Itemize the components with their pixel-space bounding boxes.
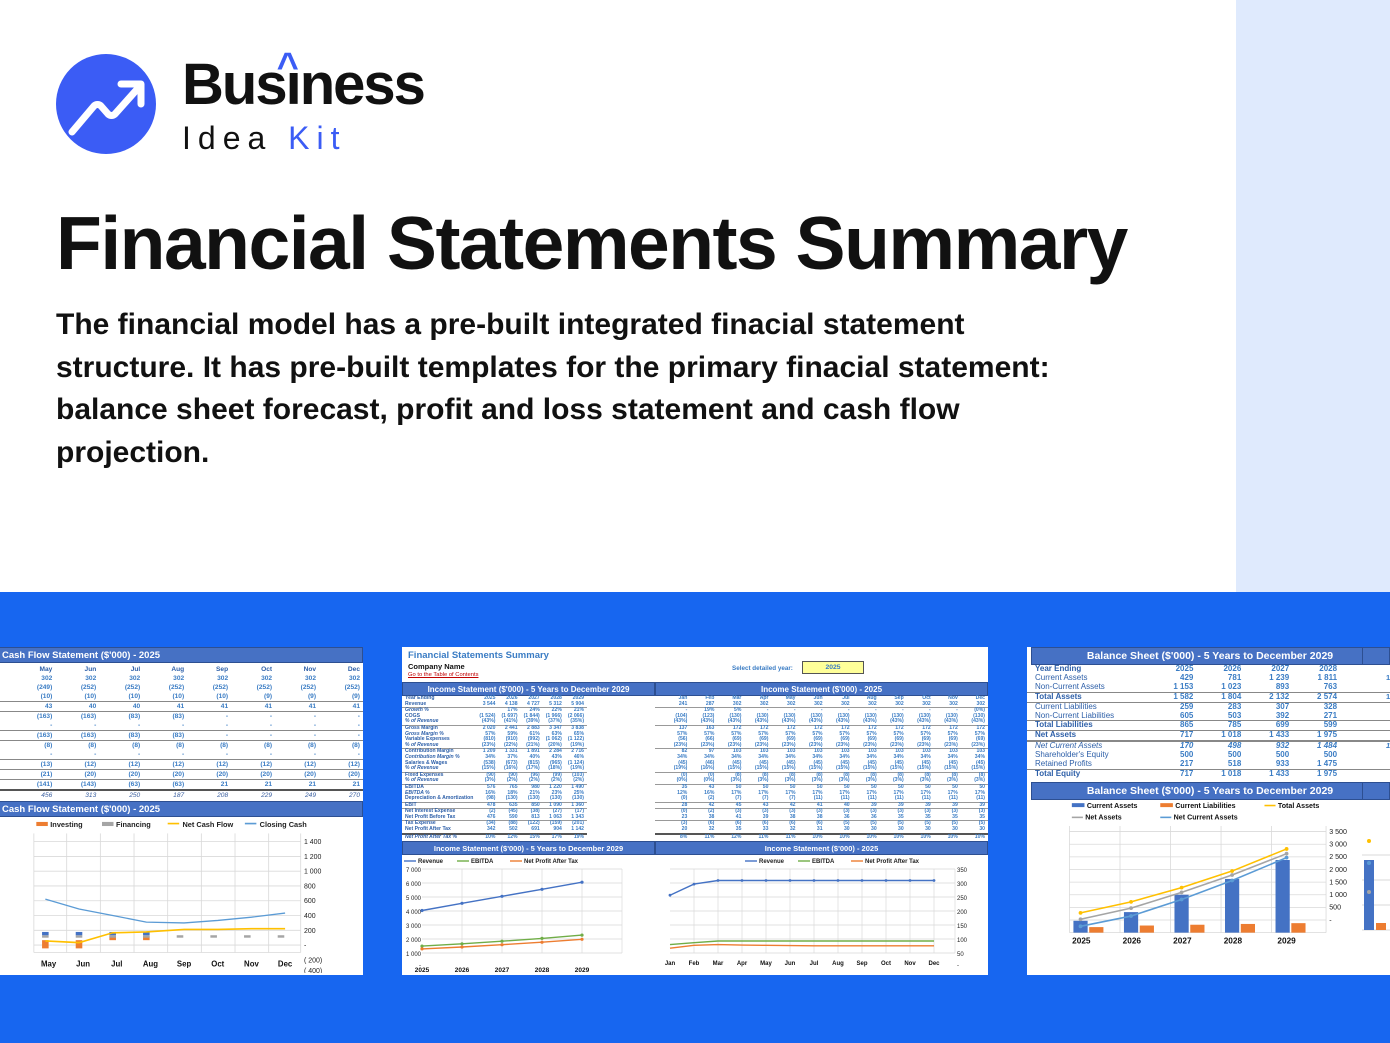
svg-text:Net Profit After Tax: Net Profit After Tax bbox=[865, 859, 920, 865]
svg-text:Net Current Assets: Net Current Assets bbox=[1174, 814, 1238, 822]
svg-text:-: - bbox=[304, 943, 307, 950]
svg-text:2027: 2027 bbox=[1173, 937, 1192, 946]
svg-text:1 500: 1 500 bbox=[1329, 878, 1347, 886]
svg-text:150: 150 bbox=[957, 924, 968, 930]
svg-text:Feb: Feb bbox=[689, 961, 700, 967]
svg-text:Oct: Oct bbox=[881, 961, 891, 967]
svg-text:Jul: Jul bbox=[111, 959, 122, 968]
svg-text:2025: 2025 bbox=[1072, 937, 1091, 946]
svg-text:( 200): ( 200) bbox=[304, 957, 322, 964]
svg-text:100: 100 bbox=[957, 938, 968, 944]
svg-text:2027: 2027 bbox=[495, 967, 510, 973]
svg-text:Sep: Sep bbox=[856, 961, 867, 967]
svg-text:3 000: 3 000 bbox=[1329, 840, 1347, 848]
svg-text:3 500: 3 500 bbox=[1329, 828, 1347, 836]
svg-text:Net Cash Flow: Net Cash Flow bbox=[182, 820, 233, 829]
svg-text:Revenue: Revenue bbox=[418, 859, 444, 865]
svg-text:2029: 2029 bbox=[1277, 937, 1296, 946]
svg-text:2 500: 2 500 bbox=[1329, 853, 1347, 861]
svg-text:Revenue: Revenue bbox=[759, 859, 785, 865]
svg-text:1 000: 1 000 bbox=[304, 869, 322, 876]
svg-text:Jan: Jan bbox=[665, 961, 676, 967]
svg-text:1 400: 1 400 bbox=[304, 839, 322, 846]
svg-text:Dec: Dec bbox=[928, 961, 940, 967]
svg-text:Nov: Nov bbox=[904, 961, 916, 967]
svg-text:350: 350 bbox=[957, 868, 968, 874]
svg-text:Jun: Jun bbox=[76, 959, 90, 968]
svg-text:Jun: Jun bbox=[785, 961, 796, 967]
svg-text:Current Liabilities: Current Liabilities bbox=[1175, 802, 1235, 810]
svg-text:Current Assets: Current Assets bbox=[1087, 802, 1138, 810]
svg-text:500: 500 bbox=[1329, 904, 1341, 912]
svg-text:6 000: 6 000 bbox=[406, 882, 422, 888]
svg-text:600: 600 bbox=[304, 898, 316, 905]
svg-text:( 400): ( 400) bbox=[304, 968, 322, 973]
svg-text:Net Assets: Net Assets bbox=[1085, 814, 1121, 822]
svg-text:May: May bbox=[760, 961, 772, 967]
svg-text:2029: 2029 bbox=[575, 967, 590, 973]
svg-text:Aug: Aug bbox=[143, 959, 158, 968]
svg-text:200: 200 bbox=[304, 928, 316, 935]
svg-text:Oct: Oct bbox=[211, 959, 224, 968]
svg-text:2028: 2028 bbox=[1224, 937, 1243, 946]
svg-text:EBITDA: EBITDA bbox=[812, 859, 835, 865]
svg-text:50: 50 bbox=[957, 952, 964, 958]
svg-text:Investing: Investing bbox=[50, 820, 83, 829]
svg-text:Net Profit After Tax: Net Profit After Tax bbox=[524, 859, 579, 865]
svg-text:May: May bbox=[41, 959, 57, 968]
svg-text:2026: 2026 bbox=[1123, 937, 1142, 946]
svg-text:Mar: Mar bbox=[713, 961, 724, 967]
svg-text:Sep: Sep bbox=[177, 959, 192, 968]
svg-text:200: 200 bbox=[957, 910, 968, 916]
svg-text:800: 800 bbox=[304, 883, 316, 890]
svg-text:1 000: 1 000 bbox=[406, 952, 422, 958]
svg-text:1 000: 1 000 bbox=[1329, 891, 1347, 899]
svg-text:Aug: Aug bbox=[832, 961, 844, 967]
svg-text:Jul: Jul bbox=[810, 961, 819, 967]
svg-text:Financing: Financing bbox=[116, 820, 151, 829]
svg-text:-: - bbox=[957, 963, 959, 969]
svg-text:2025: 2025 bbox=[415, 967, 430, 973]
svg-text:2 000: 2 000 bbox=[406, 938, 422, 944]
svg-text:5 000: 5 000 bbox=[406, 896, 422, 902]
svg-text:-: - bbox=[1329, 916, 1332, 924]
svg-text:Apr: Apr bbox=[737, 961, 748, 967]
svg-text:2028: 2028 bbox=[535, 967, 550, 973]
svg-text:Closing Cash: Closing Cash bbox=[260, 820, 308, 829]
svg-text:Nov: Nov bbox=[244, 959, 259, 968]
svg-text:1 200: 1 200 bbox=[304, 854, 322, 861]
svg-text:2 000: 2 000 bbox=[1329, 866, 1347, 874]
svg-text:7 000: 7 000 bbox=[406, 868, 422, 874]
svg-text:2026: 2026 bbox=[455, 967, 470, 973]
svg-text:Total Assets: Total Assets bbox=[1278, 802, 1319, 810]
svg-text:250: 250 bbox=[957, 896, 968, 902]
svg-text:300: 300 bbox=[957, 882, 968, 888]
svg-text:EBITDA: EBITDA bbox=[471, 859, 494, 865]
svg-text:400: 400 bbox=[304, 913, 316, 920]
svg-text:Dec: Dec bbox=[278, 959, 293, 968]
svg-text:4 000: 4 000 bbox=[406, 910, 422, 916]
svg-text:3 000: 3 000 bbox=[406, 924, 422, 930]
